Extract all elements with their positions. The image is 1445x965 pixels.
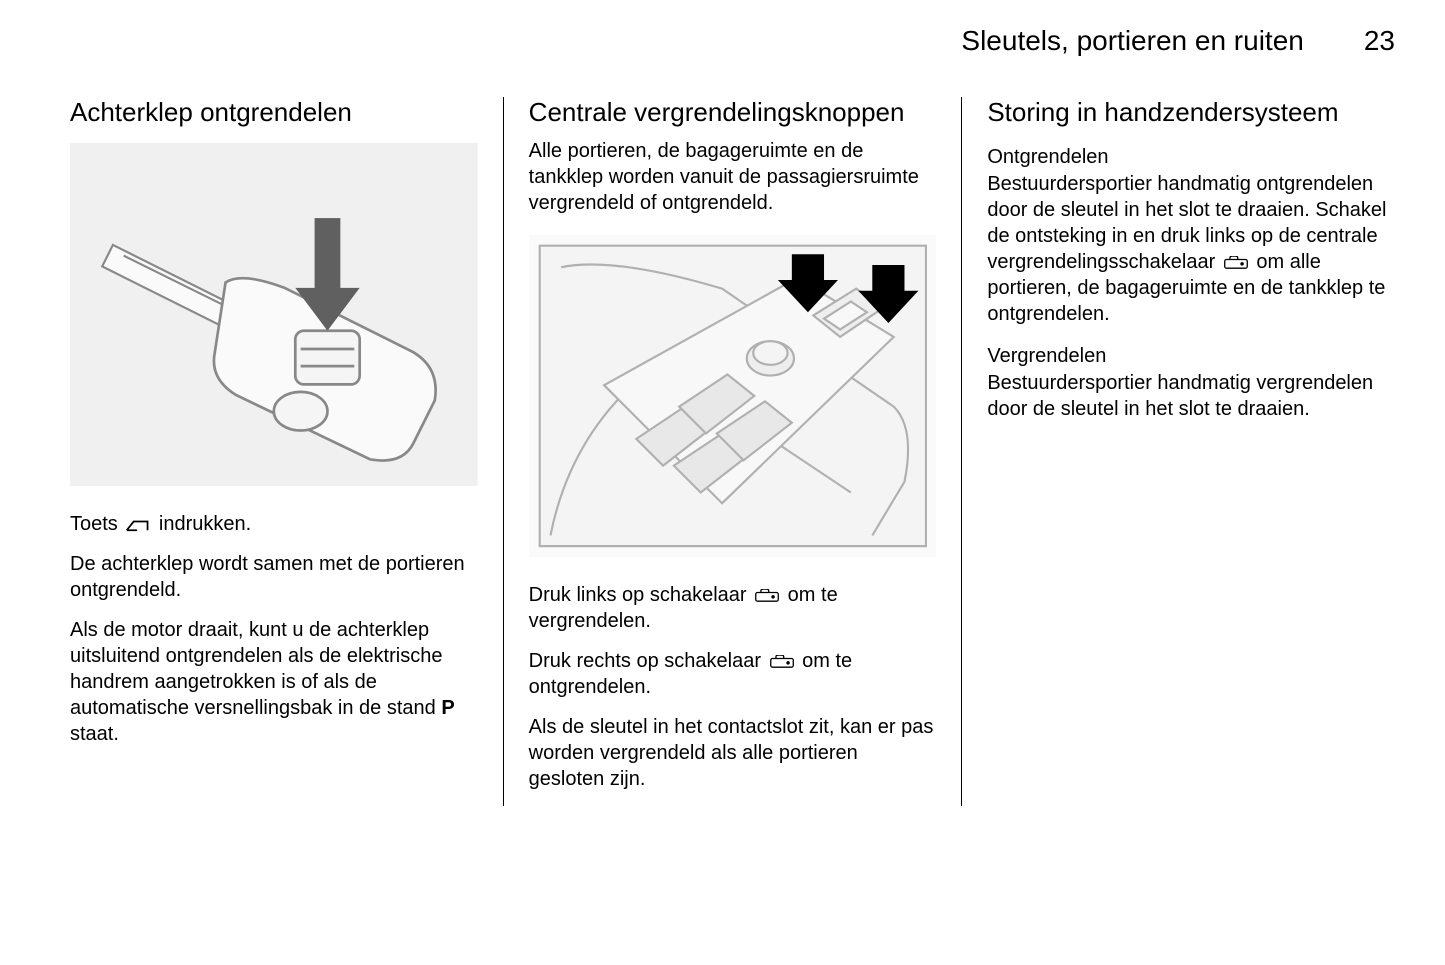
column-2: Centrale vergrendelingsknoppen Alle port… [504,97,962,806]
col2-para2: Druk rechts op schakelaar om te ontgrend… [529,648,937,700]
tailgate-icon [125,518,151,532]
col2-para2-pre: Druk rechts op schakelaar [529,650,767,672]
col3-sub2-para: Bestuurdersportier handmatig vergrendele… [987,370,1395,422]
content-columns: Achterklep ontgrendelen [70,97,1395,806]
key-fob-illustration [70,143,478,486]
col1-para3-bold: P [441,697,454,719]
lock-switch-icon [1223,256,1249,270]
col1-para1-pre: Toets [70,513,123,535]
col2-para3: Als de sleutel in het contactslot zit, k… [529,714,937,792]
column-3: Storing in handzendersysteem Ontgrendele… [962,97,1395,806]
col2-para1-pre: Druk links op schakelaar [529,584,752,606]
lock-switch-icon [754,589,780,603]
door-switches-illustration [529,235,937,557]
col2-heading: Centrale vergrendelingsknoppen [529,97,937,128]
column-1: Achterklep ontgrendelen [70,97,503,806]
col3-heading: Storing in handzendersysteem [987,97,1395,128]
col1-para2: De achterklep wordt samen met de portier… [70,551,478,603]
header-title: Sleutels, portieren en ruiten [961,25,1303,57]
col1-heading: Achterklep ontgrendelen [70,97,478,128]
lock-switch-icon [769,655,795,669]
col3-sub2-heading: Vergrendelen [987,345,1395,368]
page-number: 23 [1364,25,1395,57]
col1-para3-post: staat. [70,723,119,745]
col2-para1: Druk links op schakelaar om te vergrende… [529,582,937,634]
col3-sub1-para-pre: Bestuurdersportier handmatig ontgrendele… [987,173,1386,273]
col2-intro: Alle portieren, de bagageruimte en de ta… [529,138,937,216]
col1-para1-post: indrukken. [153,513,251,535]
page-header: Sleutels, portieren en ruiten 23 [70,25,1395,57]
col1-para3-pre: Als de motor draait, kunt u de achterkle… [70,619,442,719]
col3-sub1-para: Bestuurdersportier handmatig ontgrendele… [987,171,1395,327]
col1-para3: Als de motor draait, kunt u de achterkle… [70,617,478,747]
col1-para1: Toets indrukken. [70,511,478,537]
col3-sub1-heading: Ontgrendelen [987,146,1395,169]
